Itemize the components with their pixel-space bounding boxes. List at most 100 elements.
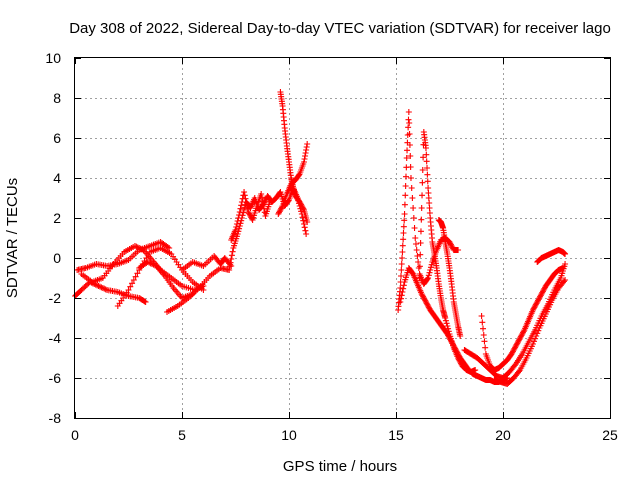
- data-point: [478, 313, 485, 319]
- data-point: [296, 199, 303, 205]
- data-point: [405, 116, 412, 123]
- data-point: [532, 303, 539, 309]
- data-point: [516, 368, 523, 375]
- data-point: [130, 277, 137, 283]
- data-point: [96, 283, 103, 290]
- data-point: [276, 209, 283, 216]
- data-point: [448, 243, 455, 249]
- series-arc18: [491, 277, 569, 387]
- data-point: [400, 223, 407, 230]
- data-point: [401, 217, 408, 224]
- data-point: [452, 345, 459, 352]
- data-point: [233, 221, 240, 227]
- data-point: [420, 154, 427, 161]
- data-point: [300, 221, 307, 227]
- data-point: [78, 287, 85, 293]
- data-point: [79, 285, 86, 292]
- data-point: [127, 283, 134, 290]
- data-point: [134, 270, 141, 277]
- y-tick-label: -2: [49, 290, 62, 306]
- x-tick-label: 25: [602, 427, 618, 443]
- data-point: [407, 153, 414, 159]
- data-point: [535, 296, 542, 303]
- data-point: [427, 264, 434, 271]
- y-tick-label: -8: [49, 410, 62, 426]
- data-point: [301, 224, 308, 231]
- data-point: [400, 282, 407, 289]
- data-point: [241, 207, 248, 213]
- data-point: [244, 205, 251, 212]
- data-point: [422, 299, 429, 305]
- data-point: [246, 210, 253, 217]
- data-point: [420, 295, 427, 301]
- y-tick-label: 2: [53, 210, 61, 226]
- data-point: [534, 299, 541, 305]
- data-point: [517, 335, 524, 341]
- data-point: [457, 333, 464, 339]
- data-point: [397, 295, 404, 302]
- data-point: [402, 192, 409, 199]
- x-tick-label: 10: [281, 427, 297, 443]
- data-point: [444, 331, 451, 337]
- data-point: [535, 327, 542, 334]
- data-point: [404, 147, 411, 154]
- series-arc8: [226, 185, 310, 273]
- data-point: [541, 285, 548, 292]
- data-point: [425, 303, 432, 309]
- data-point: [276, 208, 283, 215]
- y-tick-label: 10: [45, 50, 61, 66]
- data-point: [146, 259, 153, 266]
- data-point: [421, 296, 428, 303]
- data-point: [416, 275, 423, 281]
- data-point: [246, 211, 253, 218]
- data-point: [413, 247, 420, 253]
- data-point: [235, 215, 242, 221]
- data-point: [304, 141, 311, 147]
- data-point: [412, 241, 419, 247]
- data-point: [514, 339, 521, 345]
- data-point: [232, 227, 239, 233]
- data-point: [81, 284, 88, 291]
- data-point: [295, 172, 302, 178]
- data-point: [532, 335, 539, 342]
- series-arc6: [136, 259, 196, 301]
- data-point: [299, 204, 306, 211]
- data-point: [417, 228, 424, 235]
- data-point: [229, 248, 236, 255]
- data-point: [518, 332, 525, 339]
- data-point: [529, 307, 536, 313]
- series-arc19: [534, 247, 569, 265]
- data-point: [513, 341, 520, 348]
- data-point: [142, 299, 149, 305]
- data-point: [424, 276, 431, 282]
- data-point: [400, 236, 407, 243]
- data-point: [409, 270, 416, 276]
- data-point: [451, 344, 458, 351]
- data-point: [241, 192, 248, 199]
- data-point: [448, 339, 455, 345]
- y-tick-label: 6: [53, 130, 61, 146]
- data-point: [95, 283, 102, 289]
- data-point: [515, 337, 522, 344]
- data-point: [447, 337, 454, 344]
- y-tick-label: -4: [49, 330, 62, 346]
- data-point: [519, 329, 526, 336]
- data-point: [423, 300, 430, 307]
- data-point: [98, 284, 105, 291]
- data-point: [408, 185, 415, 191]
- data-point: [479, 319, 486, 326]
- data-point: [125, 287, 132, 293]
- data-point: [428, 261, 435, 268]
- x-axis-label: GPS time / hours: [283, 458, 397, 475]
- data-point: [134, 244, 141, 251]
- data-point: [530, 305, 537, 312]
- data-point: [141, 298, 148, 305]
- data-point: [233, 224, 240, 230]
- data-point: [447, 241, 454, 248]
- data-point: [447, 240, 454, 247]
- data-point: [397, 299, 404, 305]
- data-point: [425, 275, 432, 281]
- data-point: [238, 202, 245, 209]
- data-point: [275, 211, 282, 217]
- data-point: [442, 317, 449, 324]
